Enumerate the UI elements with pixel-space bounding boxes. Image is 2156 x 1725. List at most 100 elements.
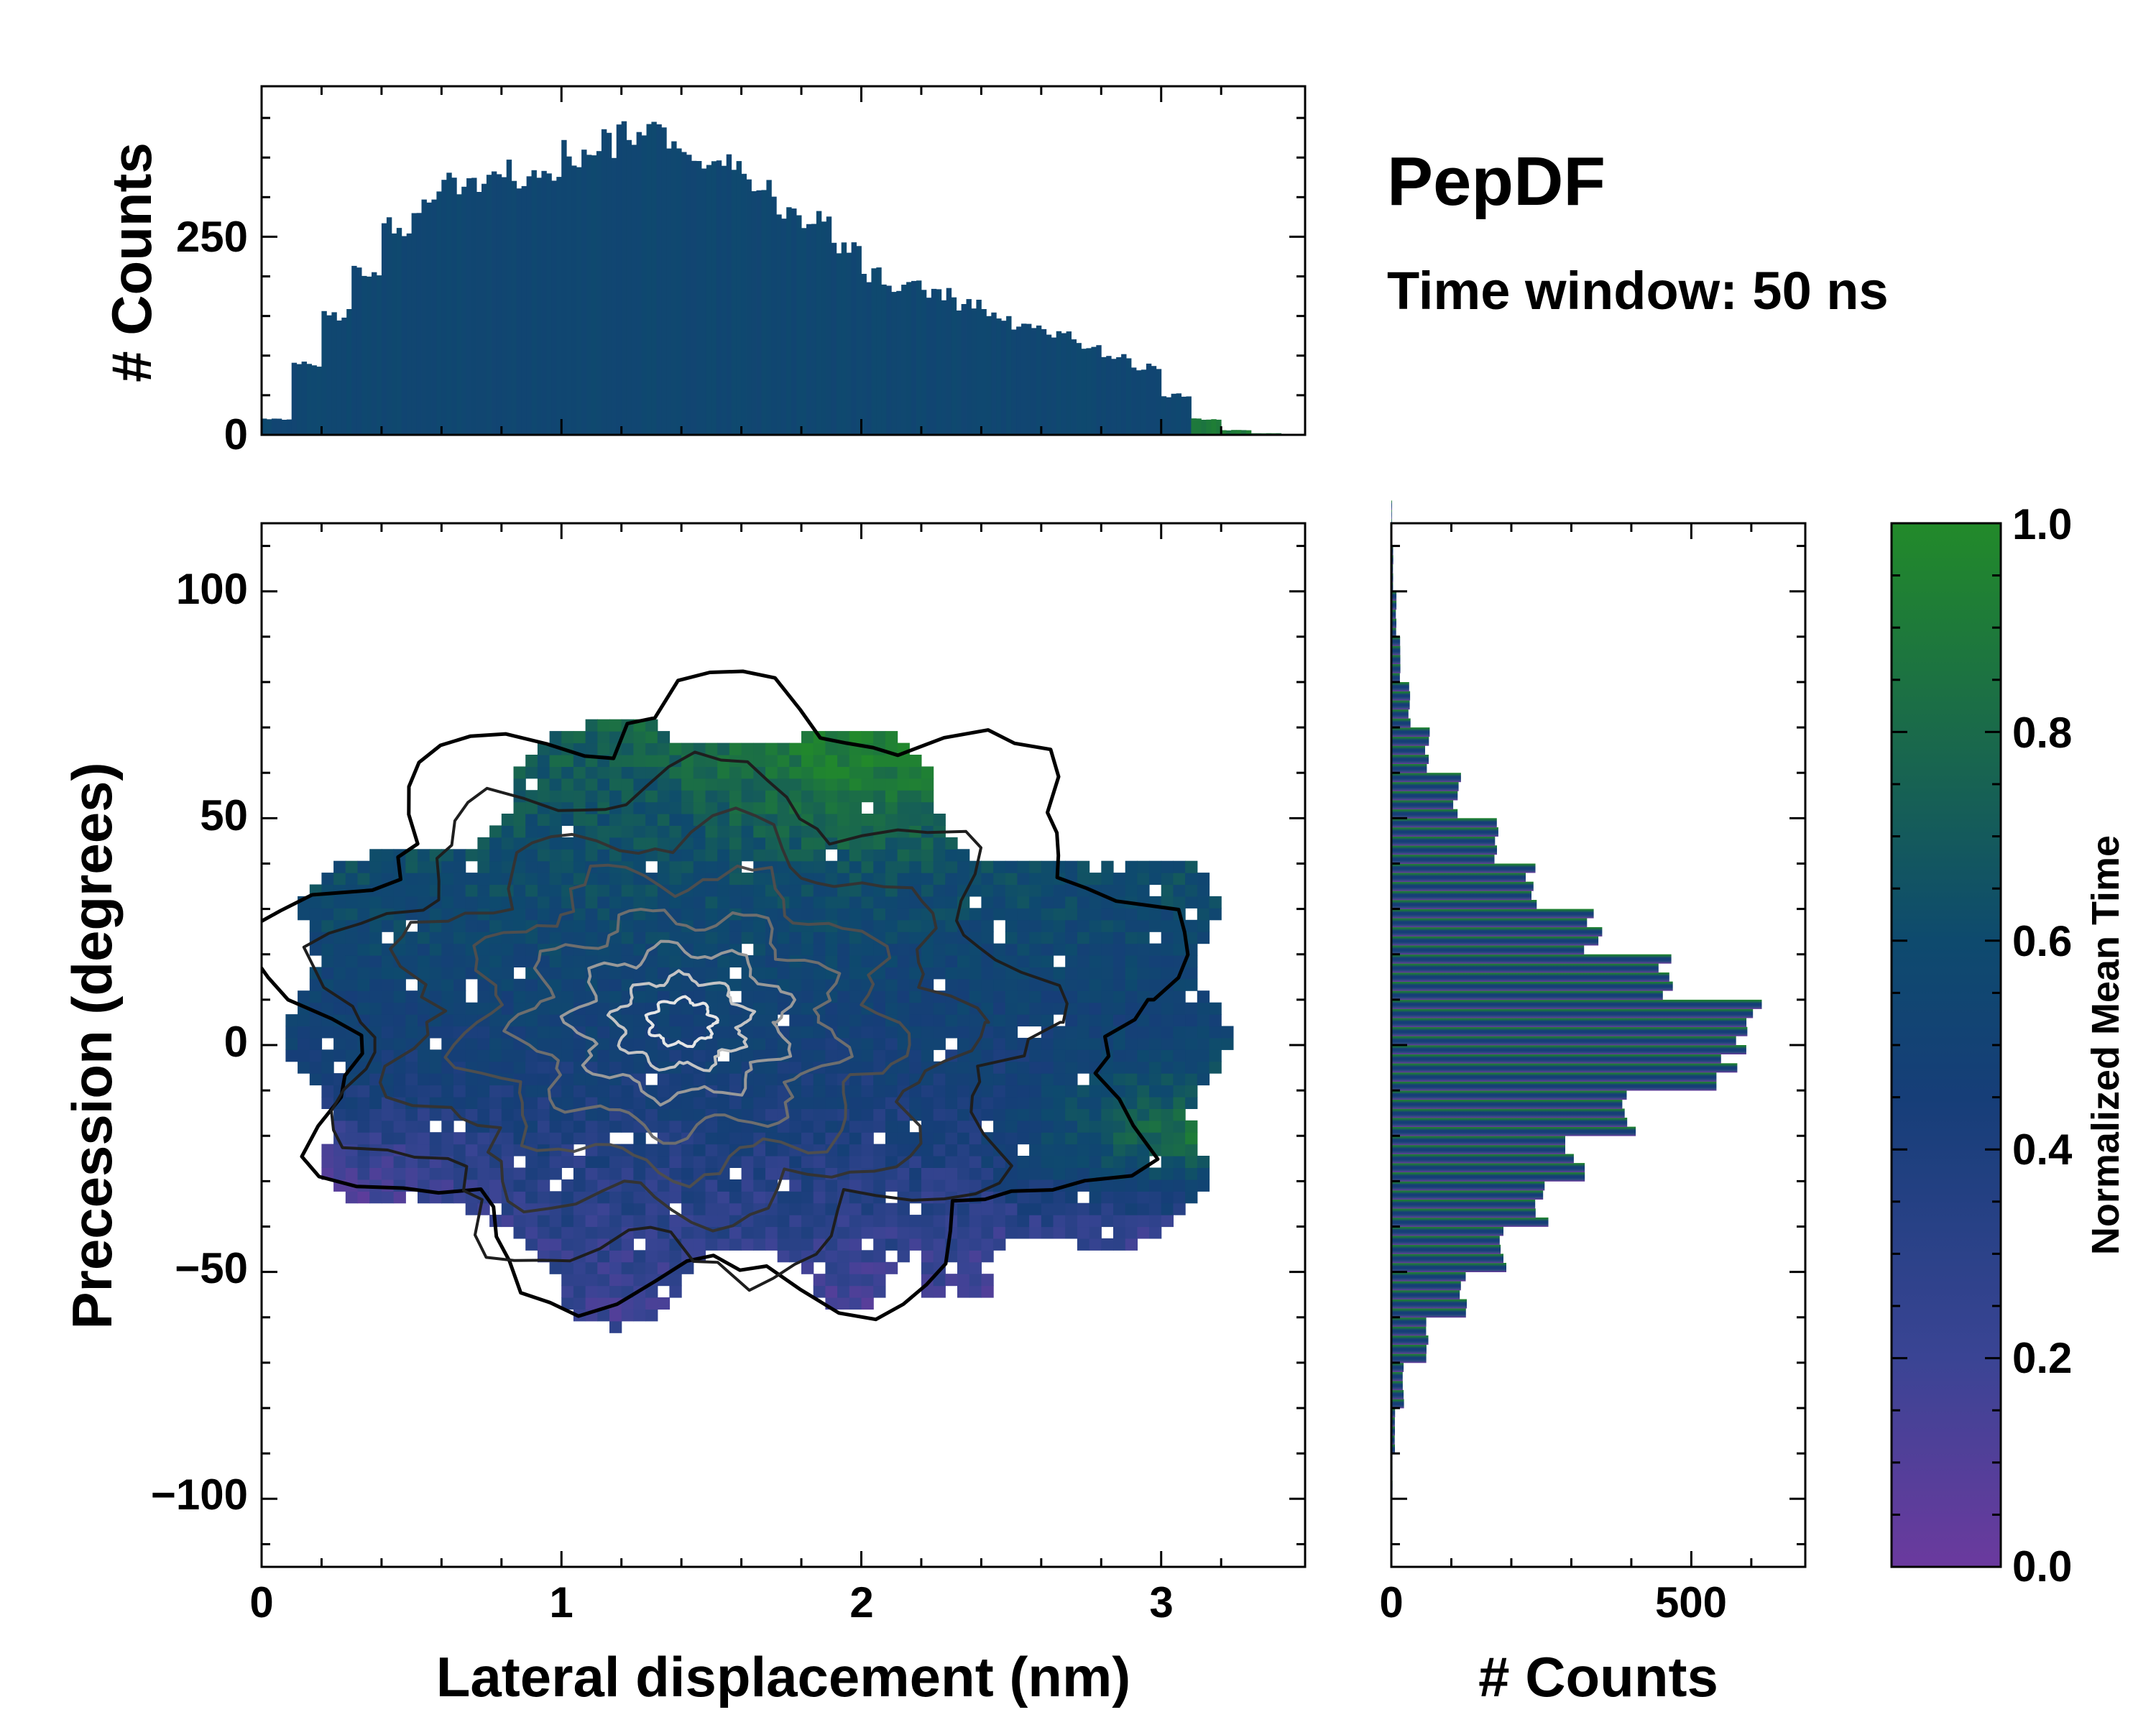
heatmap-cell	[837, 1297, 850, 1310]
heatmap-cell	[1161, 1120, 1174, 1133]
heatmap-cell	[489, 884, 502, 897]
heatmap-cell	[897, 978, 910, 991]
heatmap-cell	[1173, 860, 1186, 873]
heatmap-cell	[825, 1097, 838, 1109]
heatmap-cell	[1041, 1167, 1054, 1180]
heatmap-cell	[753, 1014, 766, 1027]
heatmap-cell	[1065, 1085, 1078, 1098]
heatmap-cell	[1101, 967, 1114, 980]
top-histogram-bar	[321, 310, 327, 435]
heatmap-cell	[561, 1274, 574, 1287]
heatmap-cell	[945, 1002, 958, 1015]
heatmap-cell	[1161, 1215, 1174, 1228]
heatmap-cell	[585, 719, 598, 732]
heatmap-cell	[561, 1238, 574, 1251]
heatmap-cell	[609, 814, 622, 826]
heatmap-cell	[513, 814, 526, 826]
heatmap-cell	[921, 1049, 934, 1062]
heatmap-cell	[345, 908, 359, 921]
heatmap-cell	[657, 837, 671, 850]
heatmap-cell	[585, 884, 598, 897]
heatmap-cell	[933, 1132, 946, 1145]
heatmap-cell	[741, 778, 754, 791]
heatmap-cell	[741, 932, 754, 944]
heatmap-cell	[753, 1085, 766, 1098]
heatmap-cell	[957, 1132, 970, 1145]
heatmap-cell	[753, 1061, 766, 1074]
top-histogram-bar	[711, 161, 717, 436]
heatmap-cell	[957, 1215, 970, 1228]
heatmap-cell	[909, 1226, 922, 1239]
heatmap-cell	[1053, 1132, 1066, 1145]
right-histogram-bar	[1391, 1172, 1585, 1182]
heatmap-cell	[1005, 1002, 1018, 1015]
heatmap-cell	[813, 1085, 826, 1098]
top-histogram-bar	[751, 191, 757, 435]
heatmap-cell	[309, 1061, 323, 1074]
heatmap-cell	[609, 766, 622, 779]
heatmap-cell	[693, 1026, 706, 1039]
heatmap-cell	[489, 955, 502, 967]
heatmap-cell	[597, 719, 610, 732]
heatmap-cell	[669, 790, 682, 803]
heatmap-cell	[957, 1085, 970, 1098]
heatmap-cell	[1029, 1049, 1042, 1062]
heatmap-cell	[1029, 860, 1042, 873]
heatmap-cell	[597, 1261, 610, 1274]
heatmap-cell	[969, 919, 982, 932]
heatmap-cell	[333, 932, 346, 944]
heatmap-cell	[561, 860, 574, 873]
heatmap-cell	[345, 1097, 359, 1109]
heatmap-cell	[441, 1026, 454, 1039]
heatmap-cell	[1029, 1156, 1042, 1168]
top-histogram-bar	[1201, 420, 1207, 435]
heatmap-cell	[1029, 1144, 1042, 1156]
right-histogram-bar	[1391, 1344, 1427, 1354]
heatmap-cell	[345, 1037, 359, 1050]
top-histogram-bar	[921, 290, 927, 435]
heatmap-cell	[441, 1132, 454, 1145]
heatmap-cell	[909, 1179, 922, 1192]
heatmap-cell	[849, 801, 862, 814]
heatmap-cell	[1125, 860, 1138, 873]
heatmap-cell	[1125, 955, 1138, 967]
top-histogram-bar	[981, 309, 987, 435]
heatmap-cell	[573, 814, 586, 826]
heatmap-cell	[561, 1097, 574, 1109]
right-histogram-bar	[1391, 918, 1588, 928]
heatmap-cell	[801, 908, 814, 921]
heatmap-cell	[513, 778, 526, 791]
heatmap-cell	[813, 1120, 826, 1133]
heatmap-cell	[489, 1037, 502, 1050]
heatmap-cell	[369, 1191, 382, 1204]
heatmap-cell	[477, 837, 490, 850]
heatmap-cell	[837, 1002, 850, 1015]
heatmap-cell	[957, 1002, 970, 1015]
heatmap-cell	[537, 884, 550, 897]
heatmap-cell	[705, 742, 718, 755]
heatmap-cell	[957, 932, 970, 944]
xtick-label-2: 2	[849, 1578, 873, 1627]
heatmap-cell	[489, 1085, 502, 1098]
heatmap-cell	[405, 1061, 418, 1074]
heatmap-cell	[837, 1261, 850, 1274]
right-histogram-bar	[1391, 1389, 1404, 1399]
heatmap-cell	[873, 849, 886, 862]
heatmap-cell	[309, 1037, 323, 1050]
heatmap-cell	[429, 1061, 442, 1074]
heatmap-cell	[1065, 908, 1078, 921]
heatmap-cell	[501, 1132, 515, 1145]
heatmap-cell	[465, 919, 478, 932]
heatmap-cell	[933, 1191, 946, 1204]
heatmap-cell	[1185, 1014, 1198, 1027]
heatmap-cell	[909, 814, 922, 826]
heatmap-cell	[645, 1238, 658, 1251]
heatmap-cell	[345, 1120, 359, 1133]
heatmap-cell	[549, 1261, 562, 1274]
heatmap-cell	[933, 1202, 946, 1215]
heatmap-cell	[561, 1261, 574, 1274]
heatmap-cell	[861, 755, 874, 767]
heatmap-cell	[861, 1061, 874, 1074]
heatmap-cell	[921, 1226, 934, 1239]
top-histogram-bar	[656, 124, 662, 435]
